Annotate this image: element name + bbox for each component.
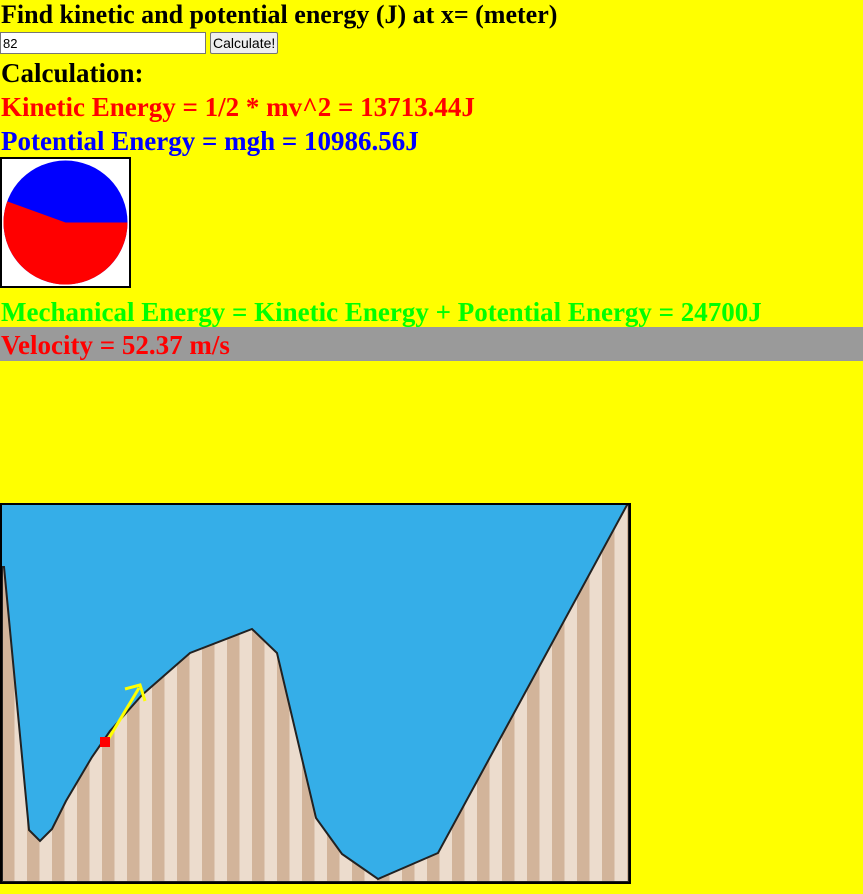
input-row: Calculate! xyxy=(0,31,279,55)
terrain-svg xyxy=(2,505,629,882)
energy-pie-chart xyxy=(0,157,131,288)
energy-pie-svg xyxy=(3,160,128,285)
terrain-ground xyxy=(2,505,629,882)
velocity-arrow-icon xyxy=(104,687,141,744)
calculate-button[interactable]: Calculate! xyxy=(210,32,279,54)
kinetic-energy-text: Kinetic Energy = 1/2 * mv^2 = 13713.44J xyxy=(1,92,475,122)
potential-energy-text: Potential Energy = mgh = 10986.56J xyxy=(1,126,419,156)
calculation-heading: Calculation: xyxy=(1,58,144,88)
mechanical-energy-text: Mechanical Energy = Kinetic Energy + Pot… xyxy=(1,297,762,327)
moving-object xyxy=(100,737,110,747)
terrain-scene xyxy=(0,503,631,884)
velocity-arrowhead-icon xyxy=(124,683,147,702)
velocity-bar xyxy=(0,327,863,361)
velocity-text: Velocity = 52.37 m/s xyxy=(1,330,230,360)
page-title: Find kinetic and potential energy (J) at… xyxy=(1,0,558,29)
x-position-input[interactable] xyxy=(0,32,206,54)
pie-kinetic-slice xyxy=(3,201,128,285)
